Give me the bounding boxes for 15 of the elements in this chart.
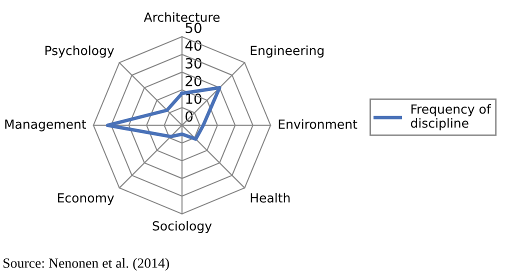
legend-label: Frequency of discipline — [410, 104, 492, 130]
spoke-label: Environment — [278, 119, 358, 129]
y-tick-label: 40 — [185, 40, 202, 51]
y-tick-label: 10 — [186, 93, 202, 104]
spoke-label: Economy — [58, 193, 114, 206]
spoke-label: Engineering — [250, 46, 324, 58]
y-tick-label: 20 — [186, 76, 202, 86]
spoke-label: Psychology — [45, 46, 114, 58]
y-tick-label: 50 — [186, 22, 202, 34]
spoke-label: Management — [5, 120, 86, 132]
spoke-label: Sociology — [152, 220, 212, 234]
y-tick-label: 30 — [186, 58, 202, 69]
spoke-label: Architecture — [144, 12, 220, 22]
source-note: Source: Nenonen et al. (2014) — [4, 258, 169, 271]
spoke-label: Health — [250, 192, 290, 203]
